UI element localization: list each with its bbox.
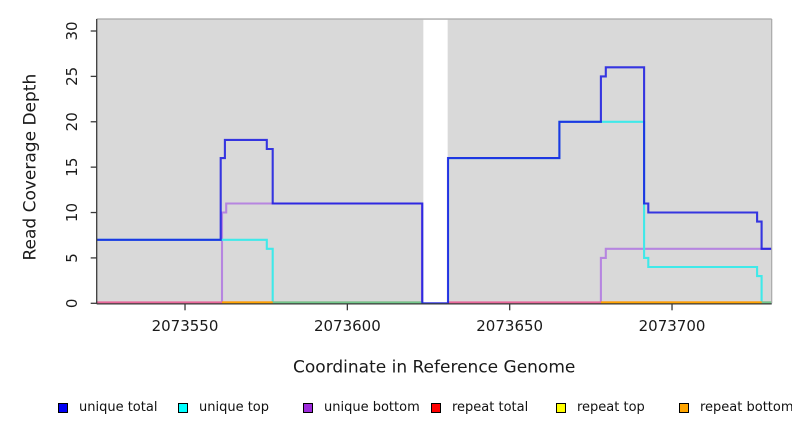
legend-item-unique-top: unique top [178,398,269,418]
legend-label: unique bottom [324,400,420,415]
y-tick-label: 30 [63,21,81,40]
repeat-top-swatch-icon [556,403,566,413]
legend-item-repeat-top: repeat top [556,398,645,418]
coverage-chart: 2073550 2073600 2073650 2073700 0 5 10 15 20 25 30… [20,18,773,378]
legend-label: unique total [79,400,158,415]
y-axis-title: Read Coverage Depth [20,74,40,261]
legend-label: repeat top [577,400,645,415]
y-tick-label: 25 [63,67,81,86]
legend-item-repeat-bottom: repeat bottom [679,398,792,418]
x-tick-label: 2073600 [314,317,381,335]
legend-item-unique-bottom: unique bottom [303,398,420,418]
y-tick-label: 20 [63,112,81,131]
unique-bottom-swatch-icon [303,403,313,413]
unique-total-swatch-icon [58,403,68,413]
chart-legend: unique total unique top unique bottom re… [0,398,792,422]
x-tick-label: 2073700 [639,317,706,335]
legend-item-repeat-total: repeat total [431,398,528,418]
y-tick-label: 0 [63,299,81,309]
legend-label: repeat total [452,400,529,415]
y-tick-label: 5 [63,253,81,263]
x-axis-title: Coordinate in Reference Genome [293,358,575,378]
coverage-gap-band [423,19,448,303]
x-tick-label: 2073650 [476,317,543,335]
legend-label: unique top [199,400,270,415]
legend-item-unique-total: unique total [58,398,157,418]
x-tick-label: 2073550 [152,317,219,335]
repeat-bottom-swatch-icon [679,403,689,413]
unique-top-swatch-icon [178,403,188,413]
series-unique-total-line [96,66,772,305]
y-tick-label: 10 [63,203,81,222]
y-tick-label: 15 [63,158,81,177]
repeat-total-swatch-icon [431,403,441,413]
legend-label: repeat bottom [700,400,792,415]
